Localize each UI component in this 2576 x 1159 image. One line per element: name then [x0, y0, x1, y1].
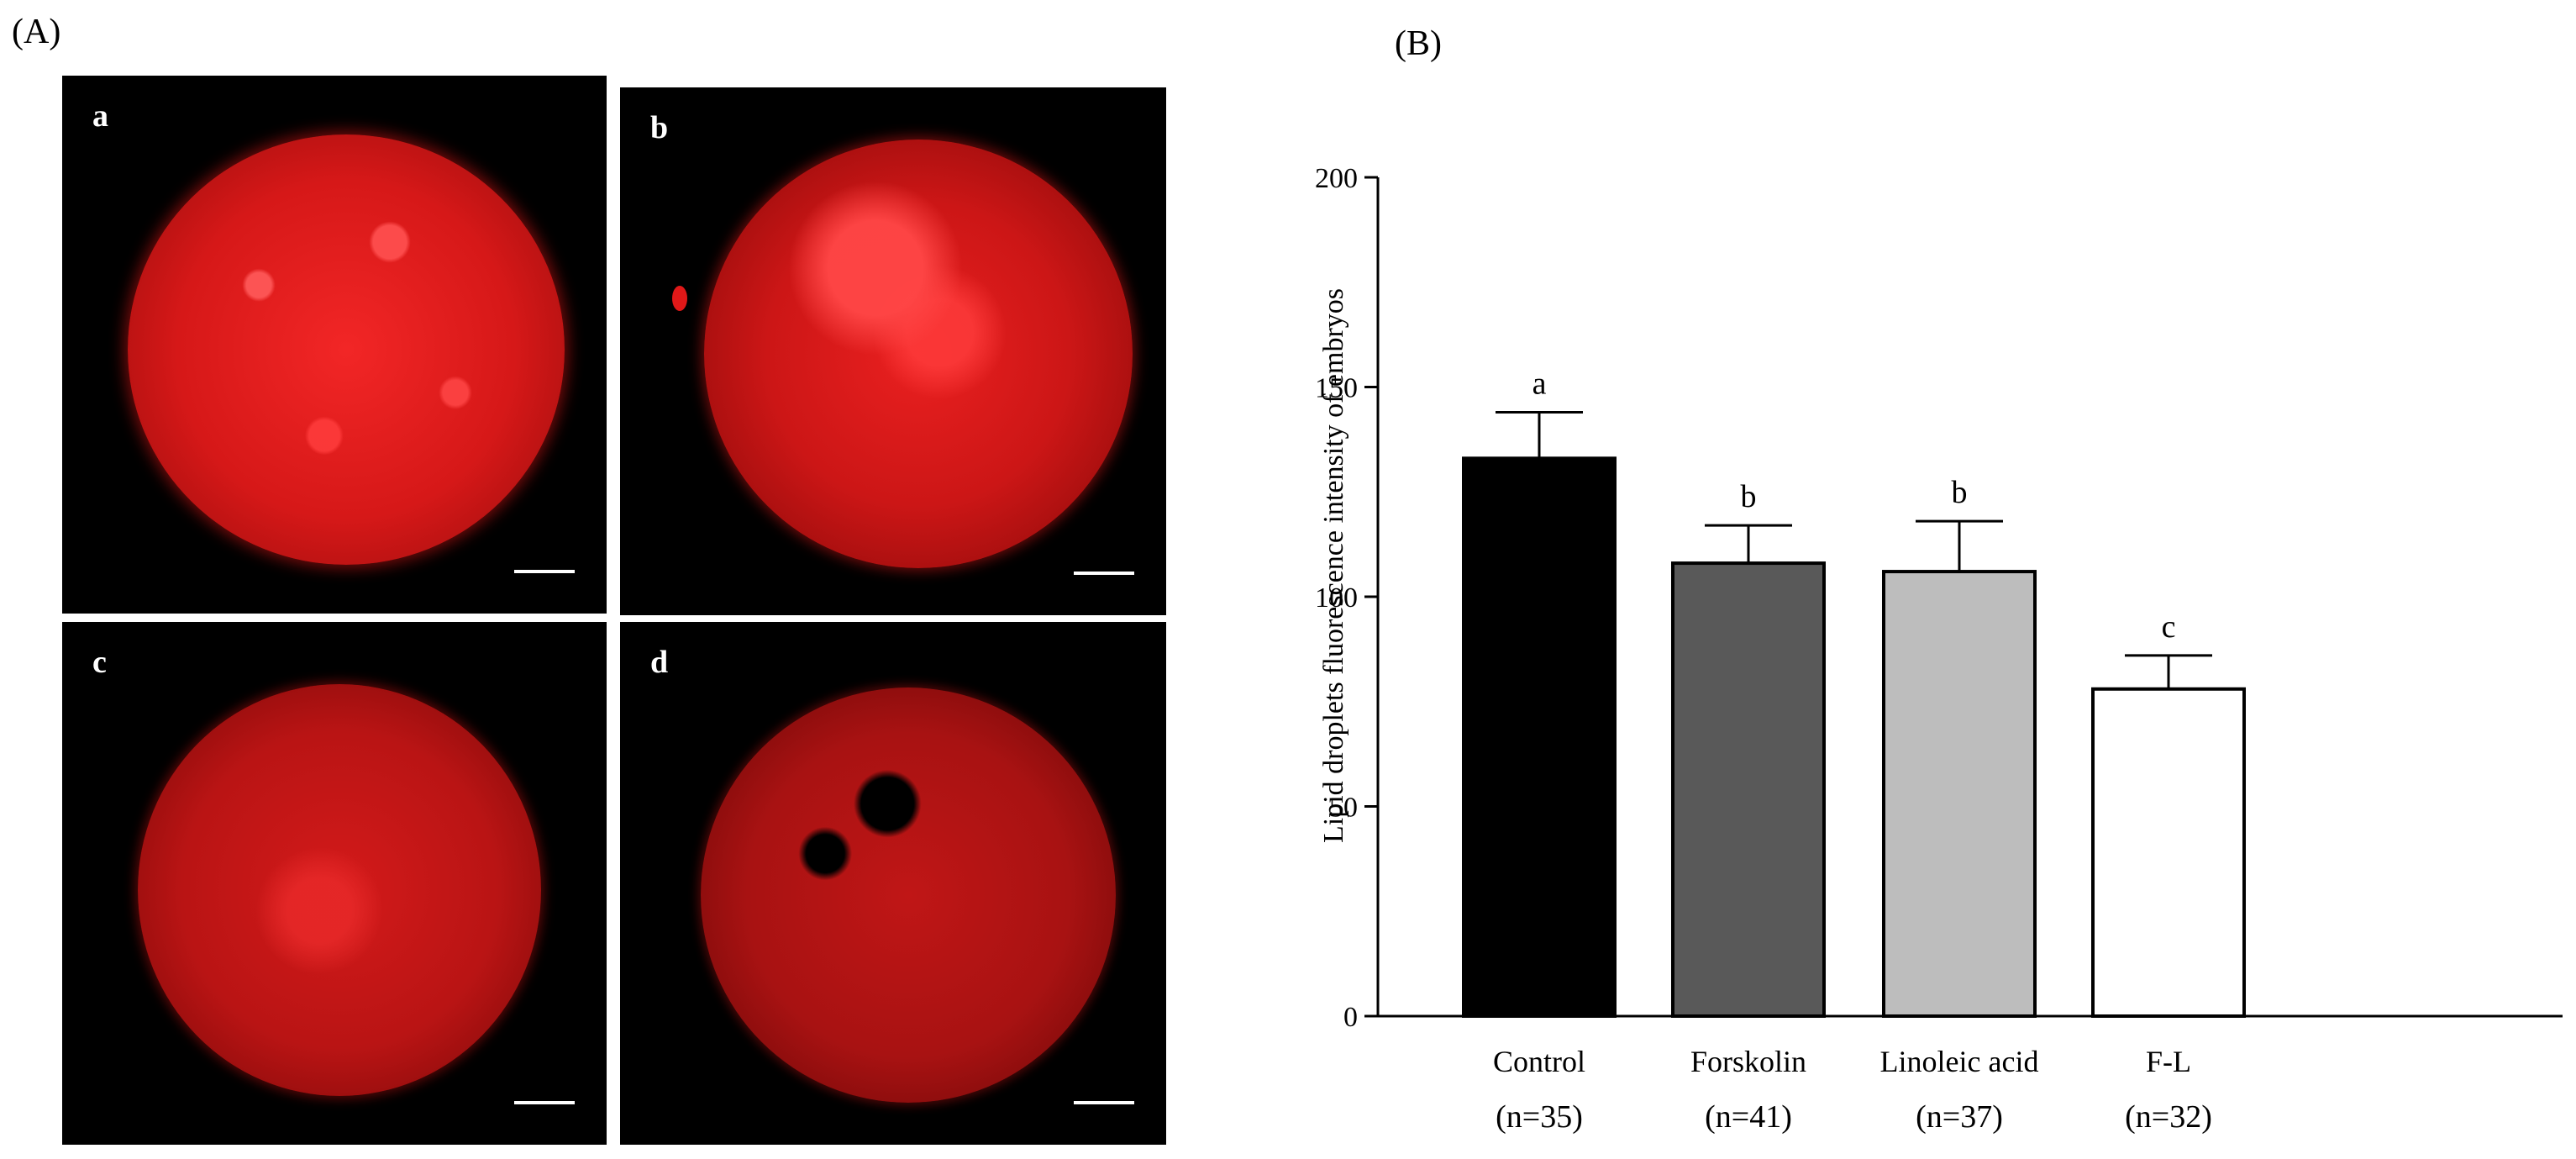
bar: [1462, 456, 1617, 1018]
embryo-b: [704, 140, 1133, 568]
bar: [2091, 687, 2246, 1019]
significance-letter: c: [2162, 609, 2176, 645]
micrograph-d: d: [620, 622, 1166, 1145]
micrograph-a: a: [62, 76, 607, 614]
significance-letter: b: [1741, 479, 1757, 514]
panel-b-label: (B): [1395, 24, 1442, 63]
debris-spot: [672, 286, 687, 311]
category-label: Forskolin: [1690, 1045, 1806, 1078]
y-tick-label: 200: [1315, 163, 1358, 194]
scale-bar-c: [514, 1101, 575, 1104]
category-label: Control: [1493, 1045, 1585, 1078]
sample-size-label: (n=32): [2125, 1099, 2212, 1135]
sub-label-d: d: [650, 645, 669, 680]
category-label: F-L: [2146, 1045, 2191, 1078]
scale-bar-d: [1074, 1101, 1134, 1104]
embryo-c: [138, 684, 541, 1096]
sample-size-label: (n=35): [1496, 1099, 1583, 1135]
scale-bar-a: [514, 570, 575, 573]
bar-chart: 0 50 100 150 200 a b b c Control (n=35) Forskolin…: [1315, 163, 2563, 1135]
x-axis-labels: Control (n=35) Forskolin (n=41) Linoleic aci…: [1493, 1045, 2212, 1135]
y-tick-label: 100: [1315, 582, 1358, 614]
sub-label-b: b: [650, 110, 669, 145]
y-tick-label: 0: [1343, 1002, 1358, 1033]
significance-letter: b: [1952, 475, 1968, 510]
y-axis-label: Lipid droplets fluorescence intensity of…: [1318, 288, 1349, 843]
scale-bar-b: [1074, 572, 1134, 575]
sub-label-c: c: [92, 645, 107, 680]
significance-letter: a: [1532, 366, 1547, 401]
sample-size-label: (n=41): [1705, 1099, 1792, 1135]
micrograph-c: c: [62, 622, 607, 1145]
category-label: Linoleic acid: [1880, 1045, 2039, 1078]
micrograph-b: b: [620, 87, 1166, 615]
bar: [1882, 570, 2037, 1018]
sub-label-a: a: [92, 98, 108, 134]
y-tick-label: 50: [1329, 793, 1358, 824]
embryo-d: [701, 687, 1116, 1103]
bars-group: a b b c: [1462, 366, 2246, 1019]
embryo-a: [128, 134, 565, 565]
sample-size-label: (n=37): [1916, 1099, 2003, 1135]
y-tick-label: 150: [1315, 373, 1358, 404]
bar: [1671, 561, 1826, 1018]
panel-a-label: (A): [12, 13, 61, 51]
